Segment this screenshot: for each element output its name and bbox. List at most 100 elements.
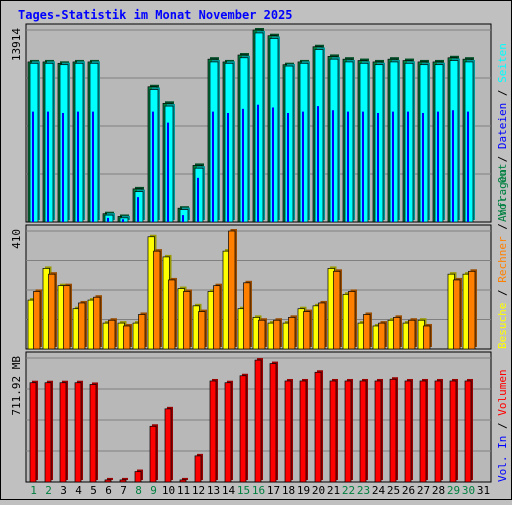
bar-volumen xyxy=(149,425,157,483)
bar-rechner xyxy=(33,291,41,350)
bar-rechner xyxy=(258,319,266,350)
bar-dateien xyxy=(122,219,124,222)
bar-dateien xyxy=(347,111,349,222)
day-label: 24 xyxy=(372,484,386,497)
bar-dateien xyxy=(107,217,109,222)
chart-title: Tages-Statistik im Monat November 2025 xyxy=(18,8,293,22)
bar-dateien xyxy=(257,104,259,222)
bar-dateien xyxy=(212,111,214,222)
bar-dateien xyxy=(167,122,169,222)
bar-dateien xyxy=(392,111,394,222)
bar-rechner xyxy=(138,314,146,350)
bar-rechner xyxy=(423,325,431,350)
bar-rechner xyxy=(153,250,161,350)
bar-volumen xyxy=(59,382,67,483)
day-label: 3 xyxy=(60,484,67,497)
bar-dateien xyxy=(452,110,454,222)
bar-volumen xyxy=(449,380,457,483)
legend-item: Seiten xyxy=(496,43,509,83)
bar-dateien xyxy=(32,111,34,222)
bar-dateien xyxy=(227,112,229,222)
day-label: 7 xyxy=(120,484,127,497)
legend-separator: / xyxy=(496,283,509,303)
bar-rechner xyxy=(318,302,326,350)
legend-item: Vol. Out xyxy=(496,164,509,217)
day-label: 29 xyxy=(447,484,460,497)
bar-volumen xyxy=(299,380,307,483)
bar-volumen xyxy=(344,380,352,483)
bar-volumen xyxy=(29,382,37,483)
day-label: 13 xyxy=(207,484,220,497)
bar-rechner xyxy=(198,311,206,350)
legend-item: Vol. In xyxy=(496,436,509,482)
bar-volumen-depth xyxy=(122,477,128,480)
y-max-label: 13914 xyxy=(10,28,23,61)
day-label: 5 xyxy=(90,484,97,497)
bar-rechner xyxy=(228,230,236,350)
day-label: 1 xyxy=(30,484,37,497)
bar-volumen-depth xyxy=(182,477,188,480)
day-label: 22 xyxy=(342,484,355,497)
bar-dateien xyxy=(302,111,304,222)
bar-rechner xyxy=(378,322,386,350)
bar-rechner xyxy=(348,291,356,350)
day-label: 21 xyxy=(327,484,340,497)
bar-volumen xyxy=(389,378,397,483)
bar-volumen xyxy=(44,382,52,483)
bar-volumen xyxy=(74,382,82,483)
day-label: 30 xyxy=(462,484,475,497)
panel-3: 711.92 MB xyxy=(10,351,492,483)
day-label: 27 xyxy=(417,484,430,497)
bar-rechner xyxy=(288,316,296,350)
bar-volumen xyxy=(239,375,247,483)
day-label: 20 xyxy=(312,484,325,497)
day-label: 19 xyxy=(297,484,310,497)
bar-rechner xyxy=(123,325,131,350)
bar-rechner xyxy=(108,319,116,350)
bar-dateien xyxy=(242,108,244,222)
bar-volumen xyxy=(359,380,367,483)
bar-volumen xyxy=(434,380,442,483)
bar-rechner xyxy=(333,270,341,350)
bar-volumen xyxy=(464,380,472,483)
bar-volumen xyxy=(179,479,187,483)
day-label: 25 xyxy=(387,484,400,497)
bar-dateien xyxy=(182,215,184,222)
bar-dateien xyxy=(287,112,289,222)
day-label: 8 xyxy=(135,484,142,497)
y-max-label: 711.92 MB xyxy=(10,356,23,416)
bar-dateien xyxy=(152,111,154,222)
bar-volumen xyxy=(104,479,112,483)
bar-volumen xyxy=(134,471,142,483)
legend-item: Volumen xyxy=(496,369,509,415)
bar-dateien xyxy=(422,112,424,222)
day-label: 17 xyxy=(267,484,280,497)
bar-dateien xyxy=(377,112,379,222)
bar-rechner xyxy=(213,285,221,350)
day-label: 14 xyxy=(222,484,236,497)
right-legend: Anfragen / Dateien / Seiten xyxy=(496,43,509,222)
legend-separator: / xyxy=(496,149,509,169)
bar-rechner xyxy=(453,279,461,350)
bar-volumen xyxy=(404,380,412,483)
right-legend: Vol. In / Volumen xyxy=(496,369,509,482)
bar-volumen xyxy=(284,380,292,483)
day-label: 16 xyxy=(252,484,265,497)
day-label: 31 xyxy=(477,484,490,497)
day-label: 9 xyxy=(150,484,157,497)
bar-dateien xyxy=(272,107,274,222)
bar-volumen xyxy=(269,363,277,483)
bar-rechner xyxy=(393,316,401,350)
day-label: 6 xyxy=(105,484,112,497)
bar-rechner xyxy=(273,319,281,350)
bar-rechner xyxy=(243,282,251,350)
legend-separator: / xyxy=(496,83,509,103)
legend-item: Besuche xyxy=(496,303,509,349)
panel-2: 410 xyxy=(10,224,492,350)
day-label: 15 xyxy=(237,484,250,497)
bar-dateien xyxy=(77,111,79,222)
day-label: 18 xyxy=(282,484,295,497)
bar-volumen xyxy=(89,384,97,483)
day-label: 2 xyxy=(45,484,52,497)
bar-dateien xyxy=(137,197,139,222)
